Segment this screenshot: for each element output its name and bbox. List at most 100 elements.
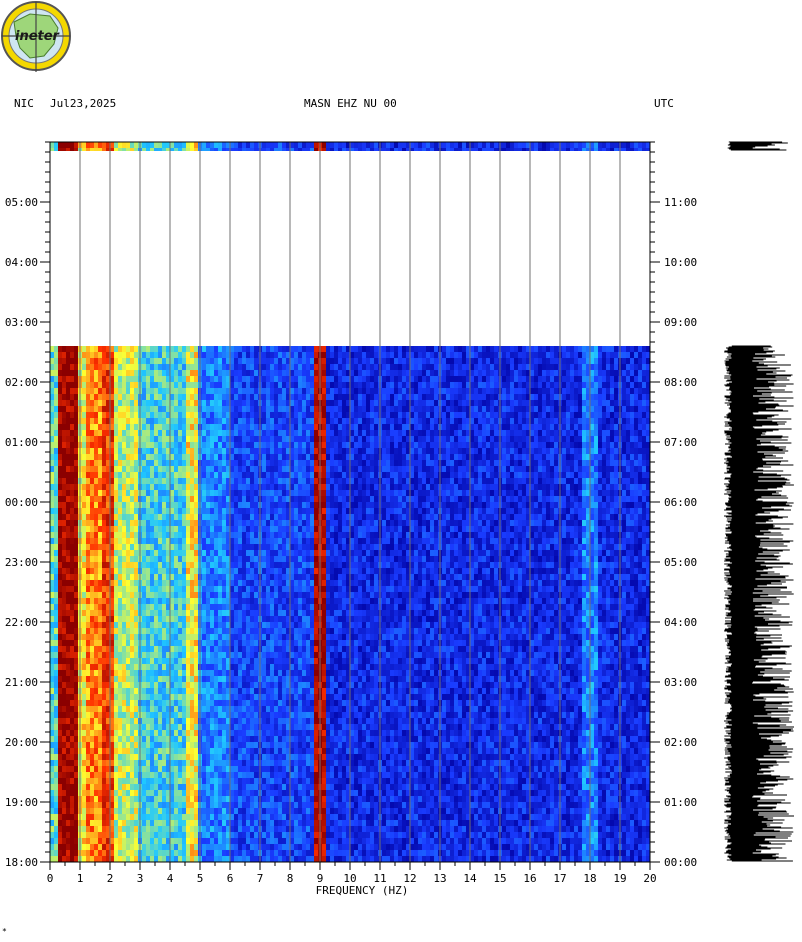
spectrogram-cell: [210, 400, 215, 407]
spectrogram-cell: [142, 490, 147, 497]
spectrogram-cell: [622, 400, 627, 407]
spectrogram-cell: [338, 478, 343, 485]
spectrogram-cell: [230, 478, 235, 485]
spectrogram-cell: [222, 520, 227, 527]
spectrogram-cell: [478, 406, 483, 413]
spectrogram-cell: [590, 142, 595, 149]
spectrogram-cell: [238, 424, 243, 431]
spectrogram-cell: [54, 496, 59, 503]
spectrogram-cell: [246, 346, 251, 353]
spectrogram-cell: [270, 442, 275, 449]
spectrogram-cell: [462, 478, 467, 485]
spectrogram-cell: [266, 382, 271, 389]
spectrogram-cell: [466, 526, 471, 533]
spectrogram-cell: [342, 430, 347, 437]
spectrogram-cell: [262, 436, 267, 443]
spectrogram-cell: [586, 526, 591, 533]
spectrogram-cell: [98, 520, 103, 527]
spectrogram-cell: [182, 406, 187, 413]
spectrogram-cell: [602, 526, 607, 533]
spectrogram-cell: [338, 454, 343, 461]
spectrogram-cell: [538, 358, 543, 365]
spectrogram-cell: [178, 376, 183, 383]
spectrogram-cell: [598, 460, 603, 467]
spectrogram-cell: [186, 526, 191, 533]
spectrogram-cell: [602, 448, 607, 455]
spectrogram-cell: [194, 442, 199, 449]
spectrogram-cell: [146, 478, 151, 485]
spectrogram-cell: [410, 346, 415, 353]
spectrogram-cell: [538, 412, 543, 419]
spectrogram-cell: [94, 418, 99, 425]
spectrogram-cell: [346, 358, 351, 365]
spectrogram-cell: [470, 520, 475, 527]
spectrogram-cell: [402, 346, 407, 353]
spectrogram-cell: [214, 514, 219, 521]
spectrogram-cell: [86, 442, 91, 449]
spectrogram-cell: [570, 346, 575, 353]
spectrogram-cell: [626, 418, 631, 425]
spectrogram-cell: [234, 400, 239, 407]
spectrogram-cell: [266, 418, 271, 425]
spectrogram-cell: [102, 370, 107, 377]
spectrogram-cell: [306, 448, 311, 455]
spectrogram-cell: [474, 460, 479, 467]
spectrogram-cell: [566, 436, 571, 443]
spectrogram-cell: [150, 454, 155, 461]
spectrogram-cell: [342, 382, 347, 389]
spectrogram-cell: [646, 520, 651, 527]
spectrogram-cell: [74, 484, 79, 491]
spectrogram-cell: [218, 436, 223, 443]
spectrogram-cell: [270, 466, 275, 473]
spectrogram-cell: [526, 352, 531, 359]
spectrogram-cell: [382, 418, 387, 425]
spectrogram-cell: [282, 148, 287, 152]
spectrogram-cell: [82, 346, 87, 353]
spectrogram-cell: [346, 472, 351, 479]
spectrogram-cell: [458, 460, 463, 467]
spectrogram-cell: [70, 412, 75, 419]
spectrogram-cell: [610, 382, 615, 389]
spectrogram-cell: [294, 376, 299, 383]
spectrogram-cell: [322, 412, 327, 419]
spectrogram-cell: [610, 490, 615, 497]
spectrogram-cell: [306, 352, 311, 359]
spectrogram-cell: [394, 418, 399, 425]
spectrogram-cell: [538, 346, 543, 353]
spectrogram-cell: [158, 448, 163, 455]
spectrogram-cell: [270, 370, 275, 377]
spectrogram-cell: [126, 382, 131, 389]
spectrogram-cell: [598, 472, 603, 479]
spectrogram-cell: [446, 412, 451, 419]
spectrogram-cell: [182, 436, 187, 443]
spectrogram-cell: [538, 352, 543, 359]
spectrogram-cell: [594, 394, 599, 401]
spectrogram-cell: [434, 388, 439, 395]
spectrogram-cell: [358, 472, 363, 479]
spectrogram-cell: [514, 472, 519, 479]
spectrogram-cell: [106, 496, 111, 503]
spectrogram-cell: [566, 148, 571, 152]
spectrogram-cell: [430, 454, 435, 461]
spectrogram-cell: [374, 394, 379, 401]
spectrogram-cell: [214, 472, 219, 479]
spectrogram-cell: [50, 352, 55, 359]
spectrogram-cell: [234, 376, 239, 383]
spectrogram-cell: [646, 364, 651, 371]
spectrogram-cell: [530, 520, 535, 527]
spectrogram-cell: [162, 514, 167, 521]
spectrogram-cell: [606, 508, 611, 515]
spectrogram-cell: [90, 346, 95, 353]
spectrogram-cell: [578, 430, 583, 437]
spectrogram-cell: [510, 400, 515, 407]
spectrogram-cell: [390, 346, 395, 353]
spectrogram-cell: [474, 508, 479, 515]
spectrogram-cell: [90, 358, 95, 365]
spectrogram-cell: [386, 466, 391, 473]
spectrogram-cell: [426, 418, 431, 425]
spectrogram-cell: [270, 478, 275, 485]
spectrogram-cell: [402, 148, 407, 152]
spectrogram-cell: [530, 448, 535, 455]
spectrogram-cell: [514, 352, 519, 359]
spectrogram-cell: [422, 472, 427, 479]
